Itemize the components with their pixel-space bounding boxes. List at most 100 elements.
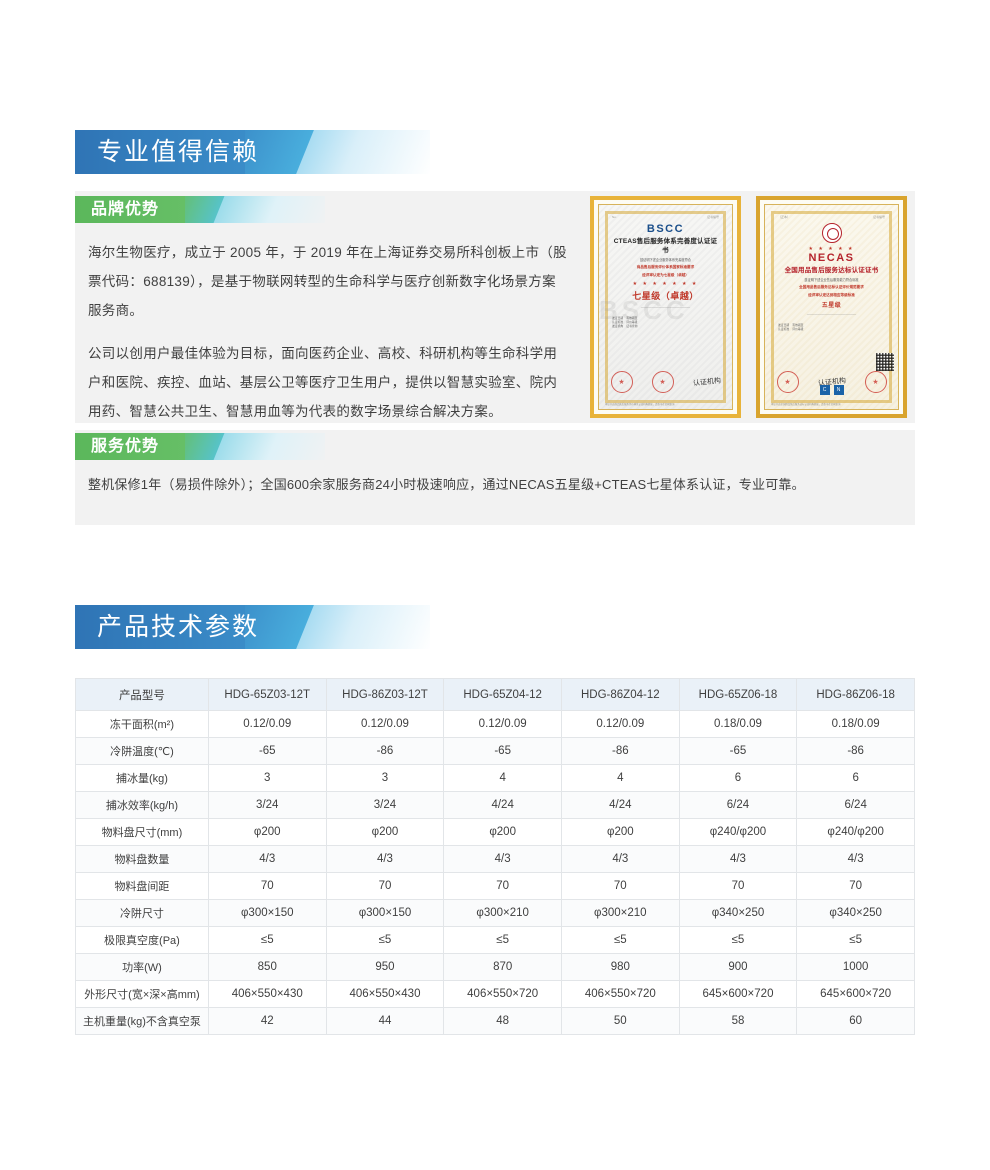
service-advantage-text: 整机保修1年（易损件除外）；全国600余家服务商24小时极速响应，通过NECAS… [88,477,805,492]
spec-table-row: 冷阱温度(℃) -65 -86 -65 -86 -65 -86 [75,737,915,765]
spec-table-row: 主机重量(kg)不含真空泵 42 44 48 50 58 60 [75,1007,915,1035]
certificate-meta-necas: 发证日期 有效期至 认证标准 评价等级 [778,323,804,332]
spec-row-value: 406×550×430 [325,980,445,1008]
spec-row-value: ≤5 [560,926,680,954]
spec-row-value: 0.12/0.09 [325,710,445,738]
spec-row-value: φ340×250 [678,899,798,927]
spec-row-label: 极限真空度(Pa) [75,926,209,954]
spec-row-value: -86 [325,737,445,765]
spec-row-value: 4/3 [560,845,680,873]
section-title-trust: 专业值得信赖 [97,138,260,166]
spec-row-value: 58 [678,1007,798,1035]
spec-table-head: 产品型号 HDG-65Z03-12T HDG-86Z03-12T HDG-65Z04-… [75,678,915,711]
spec-row-value: 6/24 [678,791,798,819]
certificate-topline: （正本） 证书编号 [778,215,885,219]
subsection-title-brand: 品牌优势 [91,201,160,218]
spec-row-value: φ340×250 [796,899,915,927]
spec-row-value: 406×550×720 [443,980,562,1008]
spec-table-body: 冻干面积(m²) 0.12/0.09 0.12/0.09 0.12/0.09 0.12/… [75,710,915,1035]
spec-row-value: 1000 [796,953,915,981]
necas-emblem-icon [821,223,842,243]
spec-row-label: 物料盘数量 [75,845,209,873]
spec-row-value: ≤5 [325,926,445,954]
spec-row-value: 850 [207,953,327,981]
brand-paragraph-1: 海尔生物医疗，成立于 2005 年，于 2019 年在上海证券交易所科创板上市（… [88,245,567,318]
spec-row-value: φ300×210 [443,899,562,927]
spec-row-value: 3/24 [207,791,327,819]
sub-banner-solid-shape [75,433,185,460]
spec-row-value: -65 [207,737,327,765]
certificate-footer-necas: 本证书由全国用品售后服务达标认证机构颁发，真伪可在官网查询 [771,402,841,406]
spec-row-value: 950 [325,953,445,981]
spec-row-value: ≤5 [678,926,798,954]
spec-header-rowlabel: 产品型号 [75,678,209,711]
spec-row-label: 冷阱尺寸 [75,899,209,927]
certificate-code-right: 证书编号 [872,215,885,219]
certificate-inner-frame: （正本） 证书编号 ★ ★ ★ ★ ★ NECAS 全国用品售后服务达标认证证书… [764,204,899,410]
spec-table-row: 冷阱尺寸 φ300×150 φ300×150 φ300×210 φ300×210 φ340… [75,899,915,927]
spec-row-value: 70 [325,872,445,900]
spec-row-value: 70 [560,872,680,900]
spec-row-value: -65 [678,737,798,765]
spec-row-value: φ200 [560,818,680,846]
spec-row-value: 980 [560,953,680,981]
spec-row-value: 4/3 [443,845,562,873]
certificate-footer-cteas: 本证书由商品售后服务评价体系认证机构颁发，真伪可在官网查询 [605,402,675,406]
certificate-stars-cteas: ★ ★ ★ ★ ★ ★ ★ [632,281,699,288]
spec-row-label: 捕冰量(kg) [75,764,209,792]
spec-row-value: 70 [796,872,915,900]
red-seal-icon: ★ [864,371,887,393]
certificate-content: （正本） 证书编号 ★ ★ ★ ★ ★ NECAS 全国用品售后服务达标认证证书… [778,215,885,399]
spec-row-value: φ240/φ200 [796,818,915,846]
spec-row-value: 4 [443,764,562,792]
certificate-finetext-necas: ——————————————————— [806,313,857,317]
spec-row-value: 42 [207,1007,327,1035]
certificate-code-right: 证书编号 [706,215,719,219]
certificate-redline-1-cteas: 商品售后服务评价体系国家标准要求 [636,265,695,270]
spec-row-value: -65 [443,737,562,765]
spec-table-row: 物料盘间距 70 70 70 70 70 70 [75,872,915,900]
section-banner-trust: 专业值得信赖 [75,130,430,174]
spec-row-value: 6 [796,764,915,792]
spec-row-value: -86 [560,737,680,765]
spec-row-value: ≤5 [207,926,327,954]
certificate-border-ornament [605,211,726,403]
spec-row-label: 外形尺寸(宽×深×高mm) [75,980,209,1008]
spec-table-row: 外形尺寸(宽×深×高mm) 406×550×430 406×550×430 406×5… [75,980,915,1008]
spec-table-row: 物料盘尺寸(mm) φ200 φ200 φ200 φ200 φ240/φ200 φ240/φ… [75,818,915,846]
spec-row-value: φ200 [325,818,445,846]
spec-row-value: 3 [207,764,327,792]
certificate-image-cteas: BSCC No. 证书编号 BSCC CTEAS售后服务体系完善度认证证书 兹证… [590,196,741,418]
spec-row-value: 44 [325,1007,445,1035]
spec-row-value: φ200 [443,818,562,846]
certificate-brand-cteas: BSCC [646,223,685,235]
spec-row-value: 70 [443,872,562,900]
banner-solid-shape [75,130,245,174]
spec-row-value: 4/3 [207,845,327,873]
signature-mark: 认证机构 [692,376,721,388]
certificate-content: No. 证书编号 BSCC CTEAS售后服务体系完善度认证证书 兹证明下述企业… [612,215,719,399]
banner-solid-shape [75,605,245,649]
certificate-brand-necas: NECAS [808,252,855,264]
spec-table-row: 冻干面积(m²) 0.12/0.09 0.12/0.09 0.12/0.09 0.12/… [75,710,915,738]
certificate-seal-group-cteas: ★ ★ 认证机构 [601,371,730,393]
certificate-redline-2-cteas: 经评审认定为七星级（卓越） [642,273,689,278]
spec-row-label: 主机重量(kg)不含真空泵 [75,1007,209,1035]
certificate-title-cteas: CTEAS售后服务体系完善度认证证书 [613,238,718,254]
spec-row-value: 60 [796,1007,915,1035]
certificate-redline-1-necas: 全国用品售后服务达标认证评价规范要求 [799,285,864,290]
certificate-seal-group-necas: ★ 认证机构 ★ [767,371,896,393]
certificate-subline-necas: 兹证明下述企业售后服务能力符合标准 [804,278,859,282]
spec-header-model-2: HDG-86Z03-12T [325,678,445,711]
red-seal-icon: ★ [610,371,633,393]
spec-row-value: 6/24 [796,791,915,819]
spec-row-value: 0.18/0.09 [796,710,915,738]
brand-advantage-text: 海尔生物医疗，成立于 2005 年，于 2019 年在上海证券交易所科创板上市（… [88,238,568,426]
spec-table-row: 捕冰量(kg) 3 3 4 4 6 6 [75,764,915,792]
spec-row-value: -86 [796,737,915,765]
spec-row-value: φ300×150 [325,899,445,927]
certificate-grade-necas: 五星级 [821,303,842,310]
red-seal-icon: ★ [776,371,799,393]
spec-row-value: 0.12/0.09 [443,710,562,738]
